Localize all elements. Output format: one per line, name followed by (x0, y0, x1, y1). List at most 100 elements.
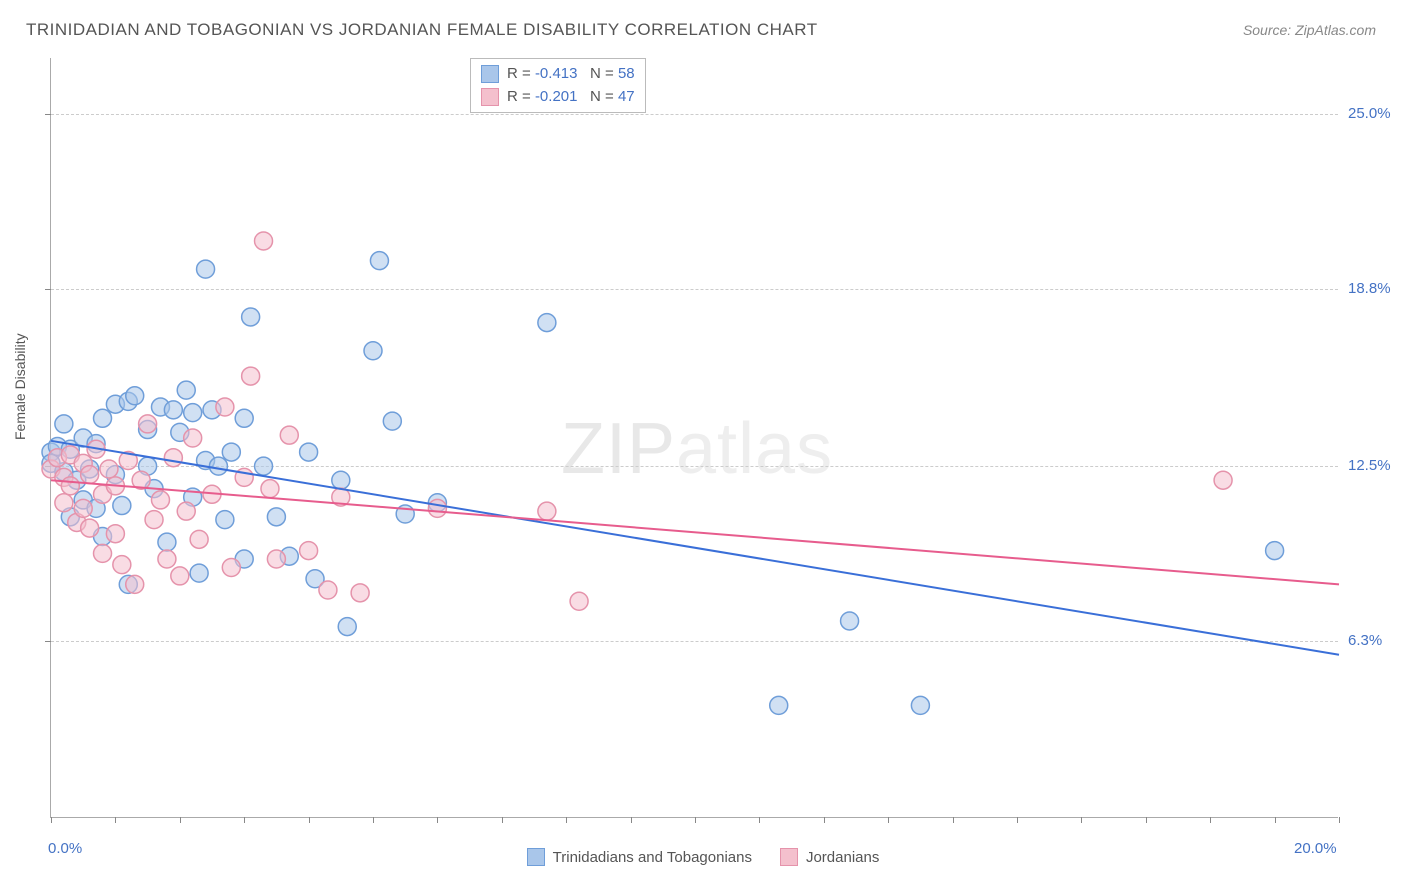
scatter-point (255, 232, 273, 250)
scatter-point (55, 415, 73, 433)
x-tick-mark (51, 817, 52, 823)
scatter-point (94, 544, 112, 562)
x-tick-mark (759, 817, 760, 823)
scatter-point (177, 502, 195, 520)
scatter-point (242, 367, 260, 385)
scatter-point (209, 457, 227, 475)
scatter-point (911, 696, 929, 714)
source-value: ZipAtlas.com (1295, 22, 1376, 38)
scatter-point (55, 494, 73, 512)
scatter-point (428, 499, 446, 517)
scatter-point (190, 564, 208, 582)
scatter-point (106, 525, 124, 543)
x-tick-mark (309, 817, 310, 823)
x-tick-mark (888, 817, 889, 823)
y-tick-label: 25.0% (1348, 105, 1391, 122)
series-legend: Trinidadians and Tobagonians Jordanians (0, 848, 1406, 870)
scatter-point (841, 612, 859, 630)
chart-title: TRINIDADIAN AND TOBAGONIAN VS JORDANIAN … (26, 20, 818, 40)
x-tick-label-min: 0.0% (48, 840, 82, 857)
scatter-point (538, 502, 556, 520)
scatter-point (100, 460, 118, 478)
scatter-point (222, 558, 240, 576)
scatter-point (280, 426, 298, 444)
legend-swatch (481, 65, 499, 83)
legend-swatch (481, 88, 499, 106)
scatter-point (74, 499, 92, 517)
scatter-point (184, 404, 202, 422)
correlation-legend: R = -0.413 N = 58R = -0.201 N = 47 (470, 58, 646, 113)
y-axis-label: Female Disability (12, 333, 28, 440)
y-tick-label: 6.3% (1348, 632, 1382, 649)
scatter-point (1266, 542, 1284, 560)
x-tick-mark (244, 817, 245, 823)
scatter-point (197, 260, 215, 278)
scatter-point (158, 550, 176, 568)
x-tick-mark (373, 817, 374, 823)
x-tick-mark (953, 817, 954, 823)
scatter-point (300, 443, 318, 461)
x-tick-mark (1017, 817, 1018, 823)
scatter-point (151, 491, 169, 509)
scatter-point (267, 508, 285, 526)
series-legend-item: Trinidadians and Tobagonians (527, 848, 752, 866)
scatter-point (113, 556, 131, 574)
scatter-point (242, 308, 260, 326)
x-tick-mark (566, 817, 567, 823)
scatter-point (235, 409, 253, 427)
scatter-point (255, 457, 273, 475)
scatter-point (177, 381, 195, 399)
x-tick-mark (1210, 817, 1211, 823)
scatter-point (81, 466, 99, 484)
x-tick-mark (180, 817, 181, 823)
scatter-point (222, 443, 240, 461)
scatter-point (158, 533, 176, 551)
scatter-point (61, 477, 79, 495)
correlation-text: R = -0.201 N = 47 (507, 86, 635, 109)
series-legend-item: Jordanians (780, 848, 879, 866)
scatter-point (319, 581, 337, 599)
x-tick-mark (631, 817, 632, 823)
scatter-point (145, 511, 163, 529)
legend-swatch (527, 848, 545, 866)
x-tick-mark (1275, 817, 1276, 823)
x-tick-mark (824, 817, 825, 823)
x-tick-label-max: 20.0% (1294, 840, 1337, 857)
x-tick-mark (502, 817, 503, 823)
y-tick-label: 18.8% (1348, 280, 1391, 297)
scatter-point (267, 550, 285, 568)
y-tick-label: 12.5% (1348, 457, 1391, 474)
scatter-point (164, 401, 182, 419)
scatter-point (538, 314, 556, 332)
series-legend-label: Trinidadians and Tobagonians (553, 849, 752, 866)
source-attribution: Source: ZipAtlas.com (1243, 22, 1376, 38)
correlation-text: R = -0.413 N = 58 (507, 63, 635, 86)
chart-svg (51, 58, 1338, 817)
scatter-point (351, 584, 369, 602)
scatter-point (184, 429, 202, 447)
scatter-point (216, 511, 234, 529)
x-tick-mark (1146, 817, 1147, 823)
scatter-point (370, 252, 388, 270)
scatter-point (190, 530, 208, 548)
correlation-legend-row: R = -0.201 N = 47 (481, 86, 635, 109)
scatter-point (338, 618, 356, 636)
x-tick-mark (1081, 817, 1082, 823)
scatter-point (164, 449, 182, 467)
scatter-point (126, 387, 144, 405)
scatter-point (216, 398, 234, 416)
x-tick-mark (695, 817, 696, 823)
x-tick-mark (1339, 817, 1340, 823)
scatter-point (332, 471, 350, 489)
scatter-point (570, 592, 588, 610)
scatter-point (383, 412, 401, 430)
scatter-point (300, 542, 318, 560)
scatter-point (261, 480, 279, 498)
scatter-point (770, 696, 788, 714)
scatter-point (81, 519, 99, 537)
source-label: Source: (1243, 22, 1295, 38)
scatter-point (139, 415, 157, 433)
scatter-point (1214, 471, 1232, 489)
legend-swatch (780, 848, 798, 866)
x-tick-mark (437, 817, 438, 823)
